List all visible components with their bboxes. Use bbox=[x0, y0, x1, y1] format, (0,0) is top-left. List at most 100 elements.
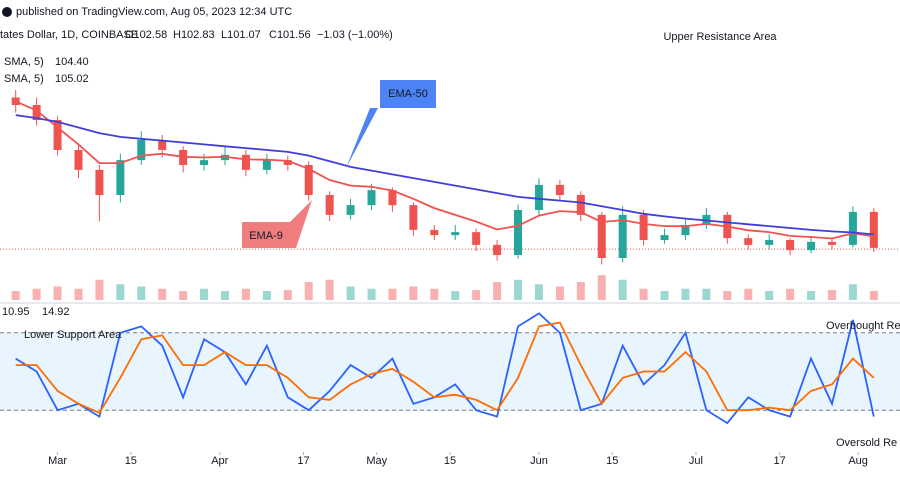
callout-label: EMA-9 bbox=[249, 230, 283, 242]
volume-bar bbox=[451, 291, 460, 300]
candle-body bbox=[681, 225, 690, 236]
volume-bar bbox=[11, 291, 20, 300]
x-tick-label: 15 bbox=[125, 455, 137, 467]
logo bbox=[2, 7, 12, 17]
volume-bar bbox=[283, 290, 292, 300]
legend-value: 104.40 bbox=[55, 56, 89, 68]
candle-body bbox=[367, 190, 376, 206]
callout bbox=[242, 200, 312, 248]
candle-body bbox=[786, 240, 795, 251]
volume-bar bbox=[765, 291, 774, 300]
volume-bar bbox=[409, 286, 418, 300]
volume-bar bbox=[179, 291, 188, 300]
volume-bar bbox=[367, 288, 376, 300]
volume-bar bbox=[514, 279, 523, 300]
volume-bar bbox=[32, 288, 41, 300]
candle-body bbox=[765, 240, 774, 245]
candle-body bbox=[514, 210, 523, 255]
candle-body bbox=[388, 190, 397, 206]
volume-bar bbox=[493, 282, 502, 300]
volume-bar bbox=[723, 291, 732, 300]
indicator-line bbox=[15, 100, 874, 240]
indicator-line bbox=[15, 312, 875, 425]
candle-body bbox=[618, 214, 627, 258]
ohlc-value: C101.56 bbox=[269, 29, 311, 41]
annotation: Upper Resistance Area bbox=[663, 31, 777, 43]
volume-bar bbox=[702, 288, 711, 300]
ohlc-value: O102.58 bbox=[125, 29, 167, 41]
candle-body bbox=[53, 120, 62, 150]
candle-body bbox=[137, 139, 146, 161]
annotation: Lower Support Area bbox=[24, 329, 122, 341]
x-tick-label: 17 bbox=[774, 455, 786, 467]
candle-body bbox=[660, 235, 669, 240]
volume-bar bbox=[786, 288, 795, 300]
volume-bar bbox=[744, 288, 753, 300]
legend-value: 105.02 bbox=[55, 73, 89, 85]
x-tick-label: Aug bbox=[848, 455, 868, 467]
x-tick-label: 15 bbox=[606, 455, 618, 467]
volume-bar bbox=[262, 291, 271, 300]
candle-body bbox=[262, 160, 271, 170]
candle-body bbox=[409, 205, 418, 230]
volume-bar bbox=[848, 284, 857, 300]
candle-body bbox=[95, 169, 104, 195]
candle-body bbox=[304, 165, 313, 195]
volume-bar bbox=[681, 288, 690, 300]
volume-bar bbox=[325, 279, 334, 300]
volume-bar bbox=[304, 282, 313, 300]
x-tick-label: May bbox=[366, 455, 387, 467]
candle-body bbox=[744, 238, 753, 245]
ohlc-value: L101.07 bbox=[221, 29, 261, 41]
candle-body bbox=[848, 211, 857, 245]
candle-body bbox=[74, 150, 83, 170]
candle-body bbox=[576, 195, 585, 215]
ohlc-value: H102.83 bbox=[173, 29, 215, 41]
candle-body bbox=[32, 105, 41, 120]
candle-body bbox=[283, 160, 292, 165]
candle-body bbox=[241, 154, 250, 170]
candle-body bbox=[451, 232, 460, 236]
ohlc-value: −1.03 (−1.00%) bbox=[317, 29, 393, 41]
volume-bar bbox=[597, 275, 606, 300]
candle-body bbox=[346, 205, 355, 215]
legend-name: SMA, 5) bbox=[4, 56, 44, 68]
candle-body bbox=[555, 184, 564, 195]
volume-bar bbox=[660, 291, 669, 300]
volume-bar bbox=[53, 286, 62, 300]
volume-bar bbox=[158, 288, 167, 300]
volume-bar bbox=[241, 288, 250, 300]
volume-bar bbox=[430, 288, 439, 300]
volume-bar bbox=[555, 286, 564, 300]
volume-bar bbox=[869, 291, 878, 300]
volume-bar bbox=[116, 284, 125, 300]
stoch-legend: 14.92 bbox=[42, 306, 70, 318]
volume-bar bbox=[534, 284, 543, 300]
symbol: tates Dollar, 1D, COINBASE bbox=[0, 29, 138, 41]
legend-name: SMA, 5) bbox=[4, 73, 44, 85]
volume-bar bbox=[618, 279, 627, 300]
candle-body bbox=[827, 241, 836, 245]
candle-body bbox=[493, 244, 502, 255]
callout-label: EMA-50 bbox=[388, 88, 428, 100]
volume-bar bbox=[807, 291, 816, 300]
volume-bar bbox=[472, 290, 481, 300]
volume-bar bbox=[576, 282, 585, 300]
volume-bar bbox=[388, 288, 397, 300]
annotation: Overbought Re bbox=[826, 320, 900, 332]
candle-body bbox=[639, 214, 648, 240]
volume-bar bbox=[200, 288, 209, 300]
x-tick-label: 15 bbox=[444, 455, 456, 467]
volume-bar bbox=[221, 291, 229, 300]
volume-bar bbox=[346, 286, 355, 300]
candle-body bbox=[472, 232, 481, 245]
volume-bar bbox=[639, 288, 648, 300]
volume-bar bbox=[95, 279, 104, 300]
band-fill bbox=[0, 332, 900, 411]
indicator-line bbox=[15, 114, 874, 236]
x-tick-label: Jun bbox=[530, 455, 548, 467]
candle-body bbox=[116, 160, 125, 195]
